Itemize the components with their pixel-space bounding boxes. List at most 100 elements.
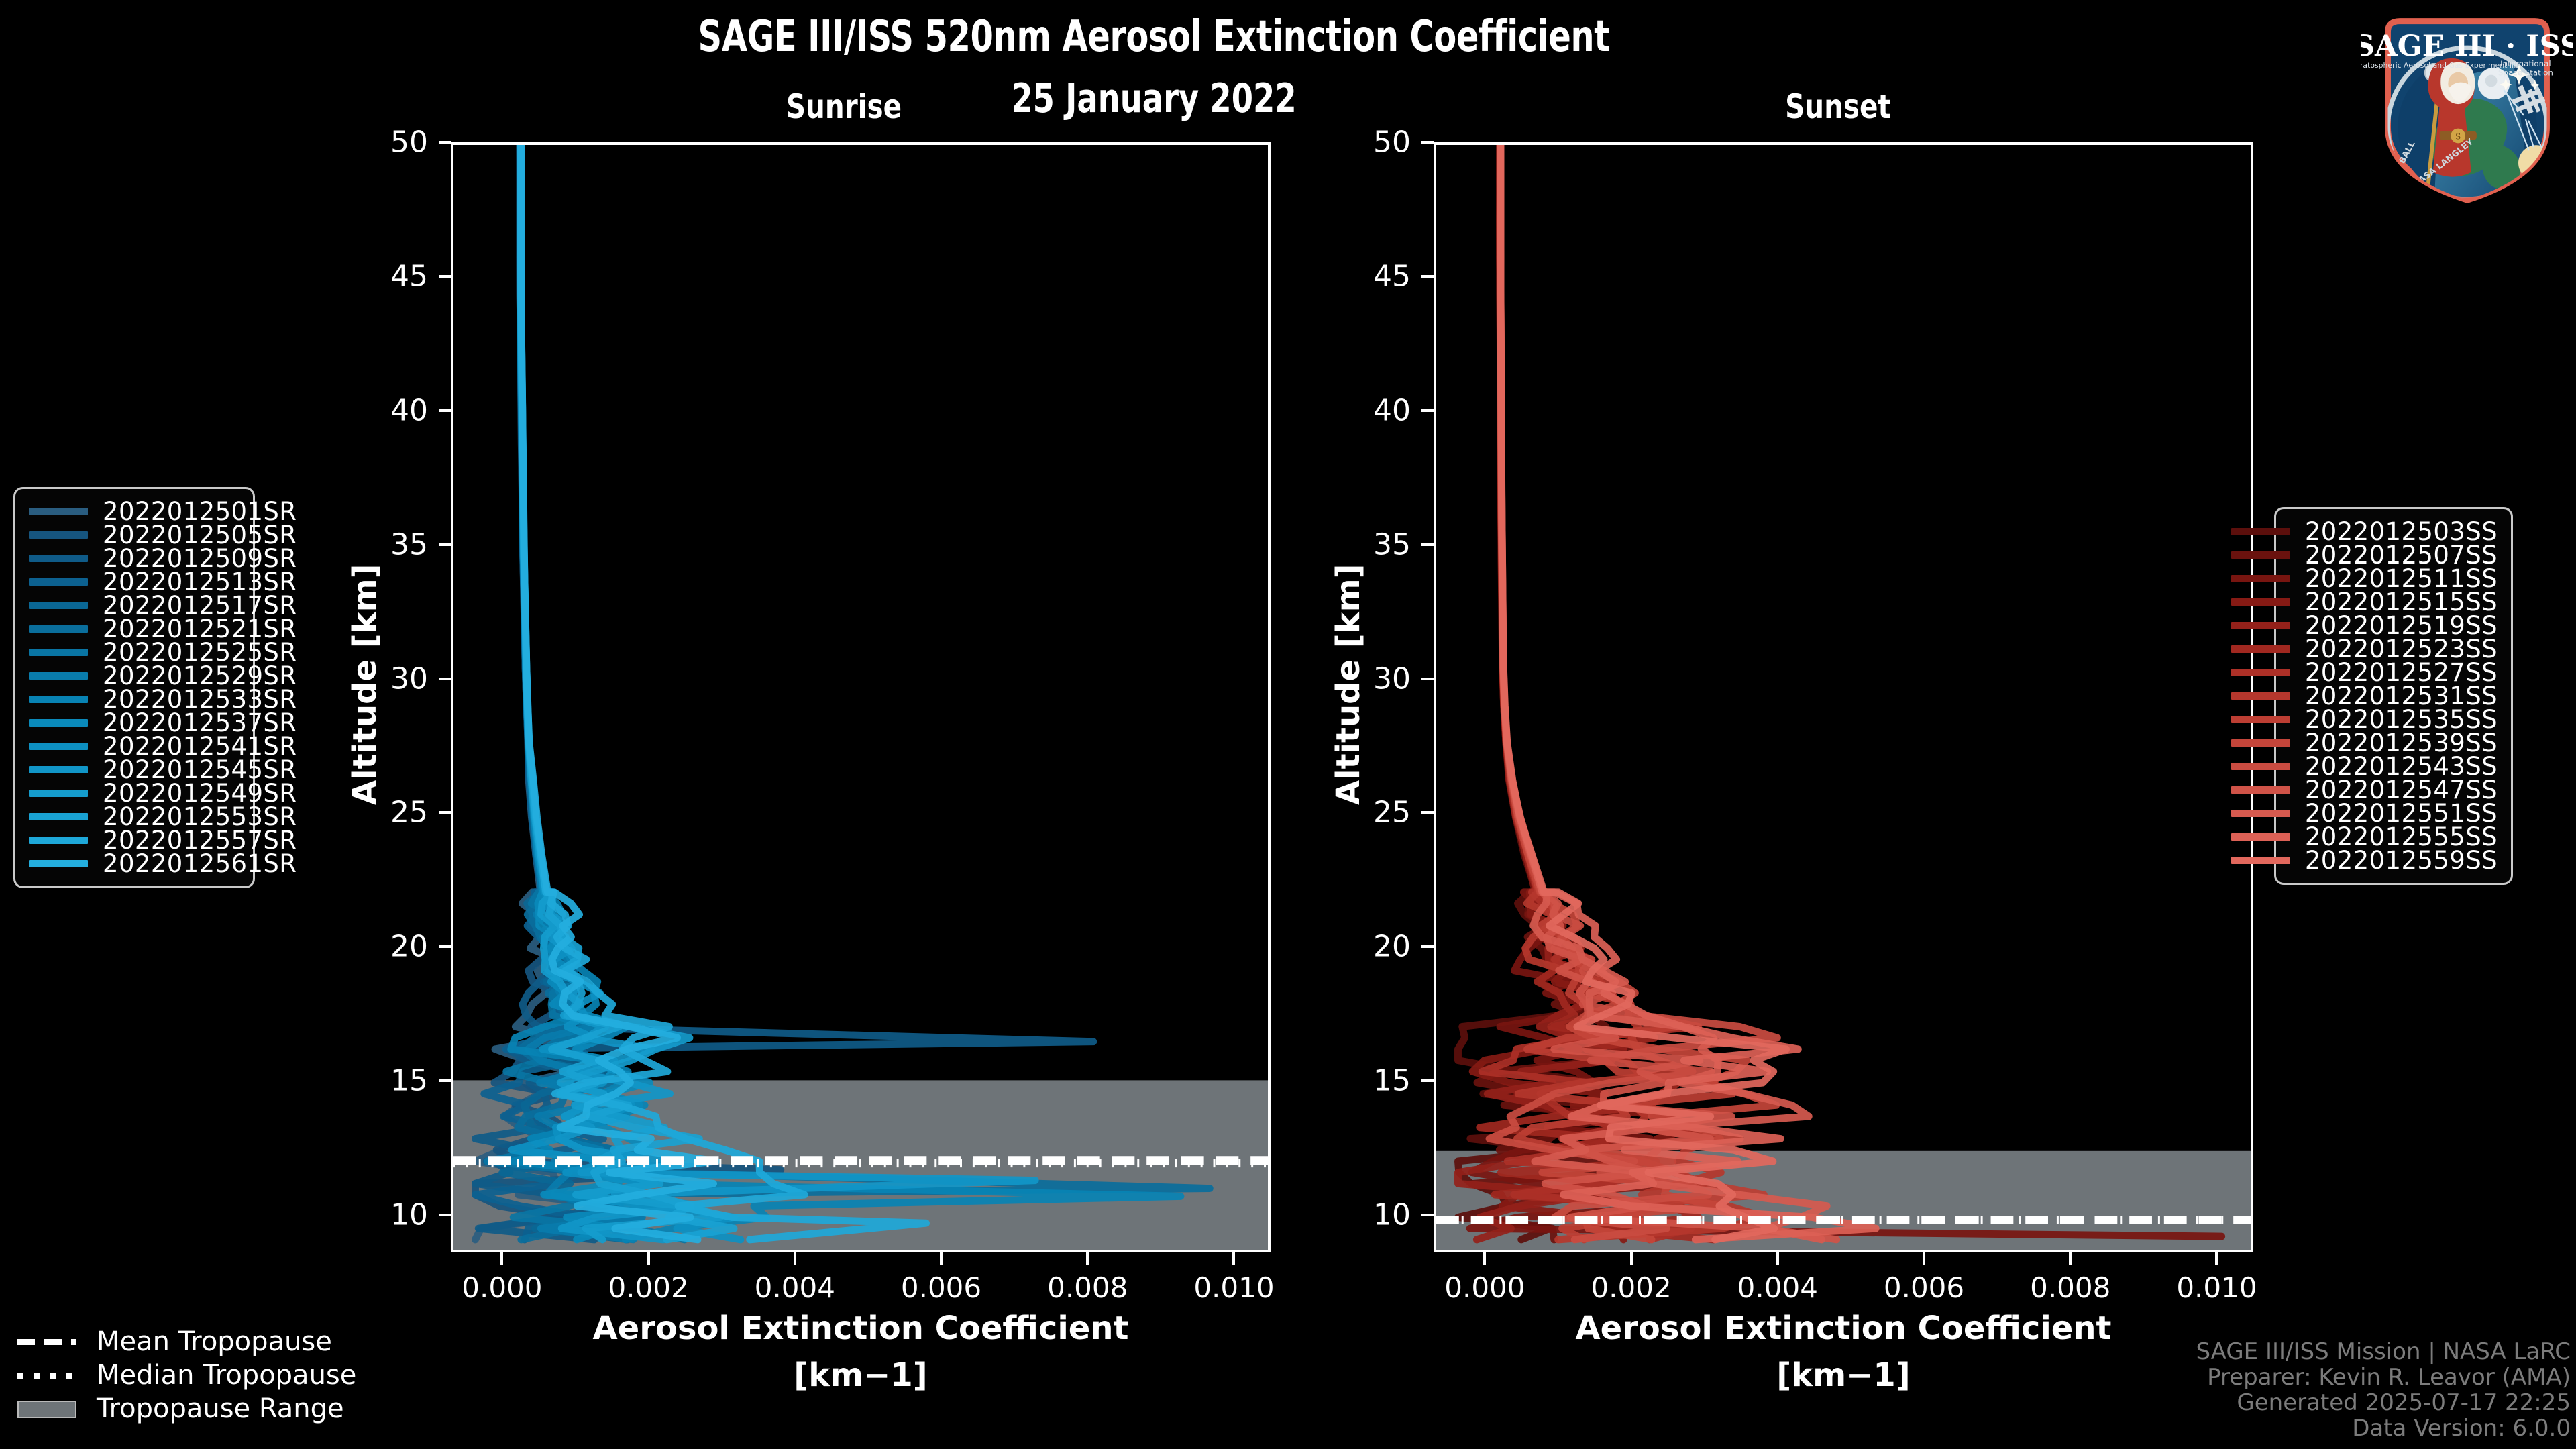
legend-item[interactable]: 2022012535SS	[2231, 705, 2498, 734]
y-axis-tick-label: 10	[390, 1197, 428, 1232]
credit-generated: Generated 2025-07-17 22:25	[2237, 1389, 2571, 1416]
legend-color-swatch	[2231, 716, 2290, 723]
legend-color-swatch	[29, 508, 88, 515]
legend-item[interactable]: 2022012537SR	[29, 708, 297, 737]
x-axis-tick-label: 0.008	[2030, 1271, 2111, 1304]
x-axis-tick-mark	[647, 1252, 650, 1265]
legend-color-swatch	[29, 602, 88, 609]
legend-item[interactable]: 2022012525SR	[29, 638, 297, 667]
legend-item[interactable]: 2022012555SS	[2231, 822, 2498, 851]
legend-label: 2022012557SR	[103, 826, 297, 855]
sunrise-y-axis-label: Altitude [km]	[346, 564, 384, 805]
legend-item[interactable]: 2022012509SR	[29, 544, 297, 573]
y-axis-tick-mark	[439, 945, 451, 949]
y-axis-tick-mark	[439, 1079, 451, 1083]
legend-label: 2022012561SR	[103, 849, 297, 878]
x-axis-tick-mark	[2215, 1252, 2218, 1265]
x-axis-tick-label: 0.000	[462, 1271, 543, 1304]
legend-color-swatch	[2231, 810, 2290, 817]
legend-item[interactable]: 2022012503SS	[2231, 517, 2498, 546]
legend-color-swatch	[2231, 669, 2290, 676]
legend-item[interactable]: 2022012505SR	[29, 521, 297, 549]
legend-color-swatch	[29, 555, 88, 562]
legend-color-swatch	[29, 719, 88, 727]
legend-item[interactable]: 2022012511SS	[2231, 564, 2498, 593]
legend-item[interactable]: 2022012539SS	[2231, 729, 2498, 757]
legend-color-swatch	[2231, 857, 2290, 864]
legend-color-swatch	[2231, 739, 2290, 747]
legend-label-tropopause-range: Tropopause Range	[97, 1393, 344, 1424]
y-axis-tick-label: 20	[390, 929, 428, 964]
y-axis-tick-mark	[439, 543, 451, 546]
legend-label: 2022012527SS	[2304, 658, 2498, 687]
sunset-plot-canvas	[1436, 145, 2251, 1250]
y-axis-tick-mark	[1421, 141, 1434, 144]
sunset-plot-area	[1434, 142, 2253, 1252]
legend-item[interactable]: 2022012549SR	[29, 779, 297, 808]
legend-item[interactable]: 2022012547SS	[2231, 775, 2498, 804]
legend-color-swatch	[29, 860, 88, 867]
legend-item[interactable]: 2022012507SS	[2231, 541, 2498, 570]
legend-item[interactable]: 2022012515SS	[2231, 588, 2498, 616]
legend-label: 2022012549SR	[103, 779, 297, 808]
legend-color-swatch	[2231, 645, 2290, 653]
legend-item[interactable]: 2022012533SR	[29, 685, 297, 714]
legend-item[interactable]: 2022012553SR	[29, 802, 297, 831]
legend-item[interactable]: 2022012517SR	[29, 591, 297, 620]
legend-item[interactable]: 2022012523SS	[2231, 635, 2498, 663]
x-axis-tick-mark	[1232, 1252, 1236, 1265]
legend-label: 2022012533SR	[103, 685, 297, 714]
legend-label: 2022012537SR	[103, 708, 297, 737]
y-axis-tick-mark	[439, 811, 451, 814]
legend-item[interactable]: 2022012521SR	[29, 614, 297, 643]
legend-label: 2022012519SS	[2304, 611, 2498, 640]
credit-preparer: Preparer: Kevin R. Leavor (AMA)	[2207, 1364, 2571, 1391]
x-axis-tick-label: 0.006	[900, 1271, 982, 1304]
y-axis-tick-label: 35	[390, 527, 428, 562]
sunset-legend[interactable]: 2022012503SS 2022012507SS 2022012511SS 2022…	[2231, 507, 2513, 885]
legend-label: 2022012507SS	[2304, 541, 2498, 570]
legend-label: 2022012509SR	[103, 544, 297, 573]
legend-item[interactable]: 2022012561SR	[29, 849, 297, 878]
legend-item[interactable]: 2022012557SR	[29, 826, 297, 855]
sunrise-plot-canvas	[453, 145, 1268, 1250]
legend-item[interactable]: 2022012527SS	[2231, 658, 2498, 687]
svg-text:CENTER: CENTER	[2507, 189, 2544, 213]
legend-label: 2022012529SR	[103, 661, 297, 690]
legend-item[interactable]: 2022012559SS	[2231, 846, 2498, 875]
y-axis-tick-label: 10	[1373, 1197, 1411, 1232]
legend-label: 2022012521SR	[103, 614, 297, 643]
x-axis-tick-mark	[1086, 1252, 1089, 1265]
x-axis-tick-mark	[1629, 1252, 1633, 1265]
x-axis-tick-label: 0.004	[754, 1271, 835, 1304]
sunset-x-axis-label: Aerosol Extinction Coefficient	[1575, 1309, 2112, 1347]
legend-item[interactable]: 2022012519SS	[2231, 611, 2498, 640]
y-axis-tick-label: 15	[1373, 1063, 1411, 1098]
legend-color-swatch	[29, 696, 88, 703]
y-axis-tick-label: 35	[1373, 527, 1411, 562]
legend-item[interactable]: 2022012513SR	[29, 568, 297, 596]
legend-label: 2022012503SS	[2304, 517, 2498, 546]
legend-item[interactable]: 2022012531SS	[2231, 682, 2498, 710]
legend-label: 2022012523SS	[2304, 635, 2498, 663]
sunrise-legend[interactable]: 2022012501SR 2022012505SR 2022012509SR 2022…	[13, 487, 297, 888]
legend-item[interactable]: 2022012543SS	[2231, 752, 2498, 781]
y-axis-tick-mark	[1421, 274, 1434, 278]
y-axis-tick-mark	[439, 677, 451, 680]
legend-item[interactable]: 2022012501SR	[29, 497, 297, 526]
legend-item[interactable]: 2022012541SR	[29, 732, 297, 761]
legend-item[interactable]: 2022012545SR	[29, 755, 297, 784]
x-axis-tick-label: 0.006	[1883, 1271, 1965, 1304]
legend-item[interactable]: 2022012551SS	[2231, 799, 2498, 828]
y-axis-tick-mark	[439, 1214, 451, 1217]
date-title: 25 January 2022	[1011, 75, 1297, 122]
legend-label: 2022012535SS	[2304, 705, 2498, 734]
legend-item[interactable]: 2022012529SR	[29, 661, 297, 690]
logo-subtitle-right-line1: International	[2500, 59, 2551, 68]
legend-color-swatch	[29, 766, 88, 773]
legend-color-swatch	[29, 578, 88, 586]
y-axis-tick-label: 15	[390, 1063, 428, 1098]
legend-label: 2022012547SS	[2304, 775, 2498, 804]
credit-mission: SAGE III/ISS Mission | NASA LaRC	[2196, 1338, 2571, 1365]
logo-subtitle-left: Stratospheric Aerosol and Gas Experiment…	[2361, 61, 2516, 70]
